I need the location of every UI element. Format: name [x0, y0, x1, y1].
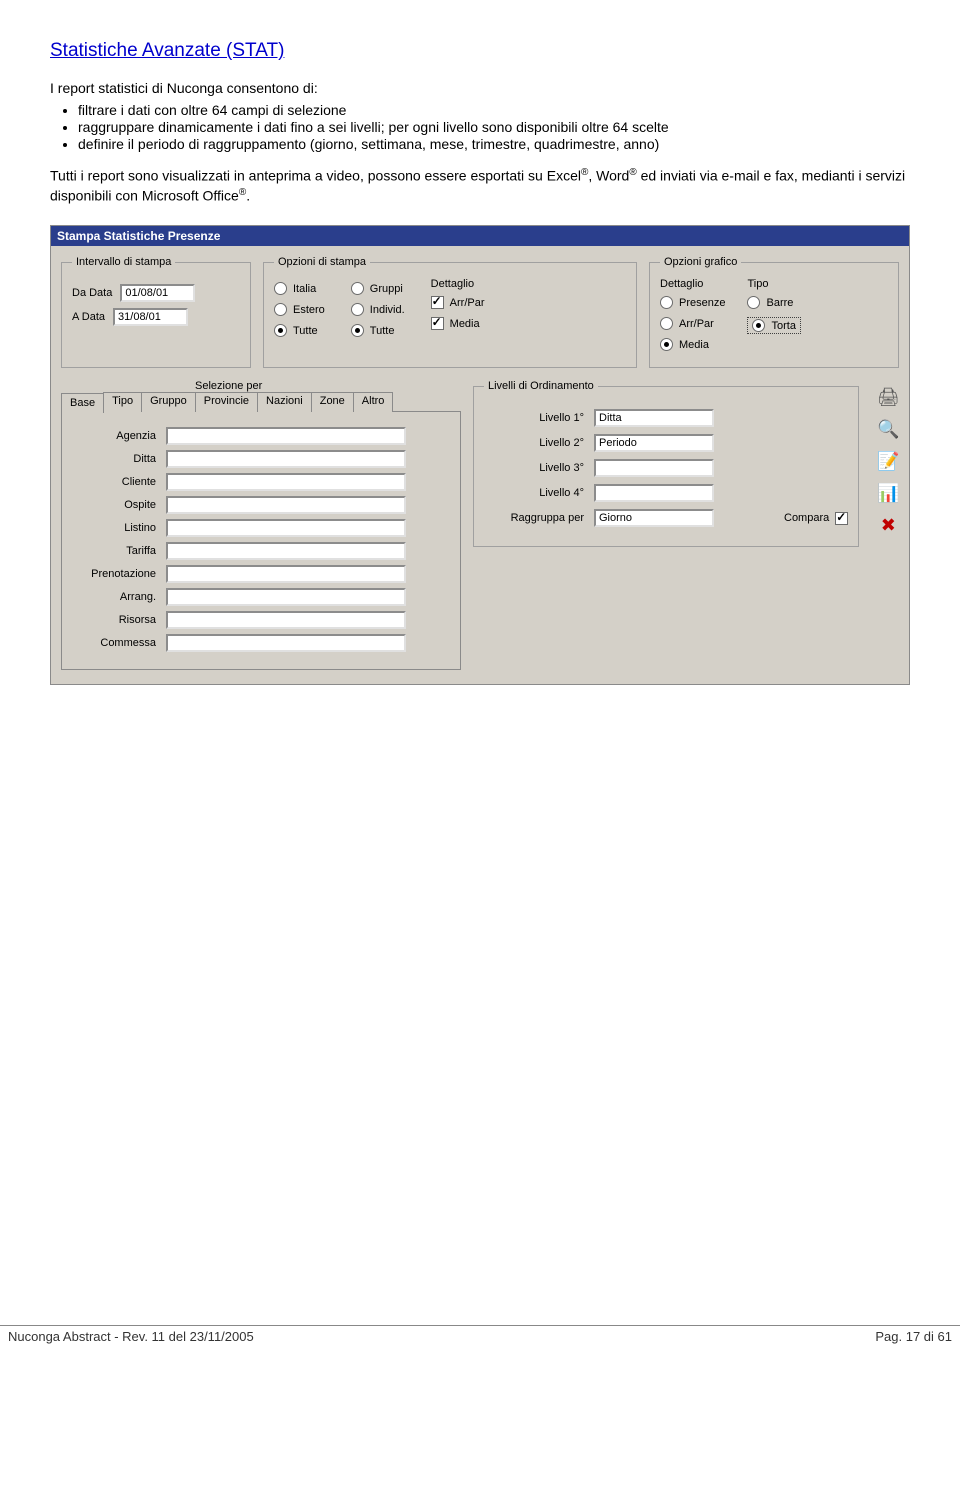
tab-gruppo[interactable]: Gruppo — [141, 392, 196, 412]
sel-ditta-input[interactable] — [166, 450, 406, 468]
radio-graf-media[interactable]: Media — [660, 338, 725, 351]
feature-item: definire il periodo di raggruppamento (g… — [78, 136, 910, 152]
selection-panel: Agenzia Ditta Cliente Ospite Listino Tar… — [61, 411, 461, 670]
check-media[interactable]: Media — [431, 317, 485, 330]
group-sort-levels: Livelli di Ordinamento Livello 1° Livell… — [473, 380, 859, 547]
level3-label: Livello 3° — [484, 462, 584, 474]
section-heading[interactable]: Statistiche Avanzate (STAT) — [50, 40, 284, 61]
level4-label: Livello 4° — [484, 487, 584, 499]
print-stats-window: Stampa Statistiche Presenze Intervallo d… — [50, 225, 910, 685]
edit-icon[interactable]: 📝 — [877, 450, 899, 472]
radio-graf-arrpar[interactable]: Arr/Par — [660, 317, 725, 330]
sel-listino-input[interactable] — [166, 519, 406, 537]
page-footer: Nuconga Abstract - Rev. 11 del 23/11/200… — [0, 1325, 960, 1344]
footer-right: Pag. 17 di 61 — [875, 1329, 952, 1344]
radio-tutte-1[interactable]: Tutte — [274, 324, 325, 337]
action-toolbar: 🖨 🔍 📝 📊 ✖ — [871, 380, 905, 536]
check-arrpar[interactable]: Arr/Par — [431, 296, 485, 309]
dettaglio-head: Dettaglio — [431, 278, 485, 290]
group-print-options-legend: Opzioni di stampa — [274, 256, 370, 268]
sel-ospite-label: Ospite — [74, 499, 156, 511]
tab-zone[interactable]: Zone — [311, 392, 354, 412]
feature-list: filtrare i dati con oltre 64 campi di se… — [78, 102, 910, 152]
radio-barre[interactable]: Barre — [747, 296, 800, 309]
footer-left: Nuconga Abstract - Rev. 11 del 23/11/200… — [8, 1329, 254, 1344]
outro-seg: . — [246, 187, 250, 203]
sel-risorsa-label: Risorsa — [74, 614, 156, 626]
outro-seg: Tutti i report sono visualizzati in ante… — [50, 168, 581, 184]
sel-arrang-label: Arrang. — [74, 591, 156, 603]
group-interval: Intervallo di stampa Da Data A Data — [61, 256, 251, 368]
intro-text: I report statistici di Nuconga consenton… — [50, 80, 910, 96]
radio-torta[interactable]: Torta — [747, 317, 800, 334]
chart-icon[interactable]: 📊 — [877, 482, 899, 504]
sel-risorsa-input[interactable] — [166, 611, 406, 629]
from-date-input[interactable] — [120, 284, 195, 302]
radio-italia[interactable]: Italia — [274, 282, 325, 295]
reg-mark: ® — [629, 167, 636, 178]
to-date-input[interactable] — [113, 308, 188, 326]
outro-seg: , Word — [588, 168, 629, 184]
groupby-input[interactable] — [594, 509, 714, 527]
from-date-label: Da Data — [72, 287, 112, 299]
radio-estero[interactable]: Estero — [274, 303, 325, 316]
group-print-options: Opzioni di stampa Italia Estero Tutte Gr… — [263, 256, 637, 368]
sel-commessa-input[interactable] — [166, 634, 406, 652]
to-date-label: A Data — [72, 311, 105, 323]
outro-text: Tutti i report sono visualizzati in ante… — [50, 166, 910, 205]
radio-tutte-2[interactable]: Tutte — [351, 324, 405, 337]
preview-icon[interactable]: 🔍 — [877, 418, 899, 440]
tab-nazioni[interactable]: Nazioni — [257, 392, 312, 412]
sel-tariffa-input[interactable] — [166, 542, 406, 560]
level3-input[interactable] — [594, 459, 714, 477]
tab-base[interactable]: Base — [61, 393, 104, 413]
group-selection: Selezione per Base Tipo Gruppo Provincie… — [61, 380, 461, 670]
sel-prenotazione-input[interactable] — [166, 565, 406, 583]
sel-commessa-label: Commessa — [74, 637, 156, 649]
group-sort-levels-legend: Livelli di Ordinamento — [484, 380, 598, 392]
sel-cliente-label: Cliente — [74, 476, 156, 488]
level1-input[interactable] — [594, 409, 714, 427]
window-title: Stampa Statistiche Presenze — [57, 229, 220, 243]
radio-individ[interactable]: Individ. — [351, 303, 405, 316]
sel-listino-label: Listino — [74, 522, 156, 534]
level2-input[interactable] — [594, 434, 714, 452]
tab-altro[interactable]: Altro — [353, 392, 394, 412]
level1-label: Livello 1° — [484, 412, 584, 424]
sel-agenzia-label: Agenzia — [74, 430, 156, 442]
graf-tipo-head: Tipo — [747, 278, 800, 290]
sel-agenzia-input[interactable] — [166, 427, 406, 445]
compara-label: Compara — [784, 512, 829, 524]
groupby-label: Raggruppa per — [484, 512, 584, 524]
group-chart-options: Opzioni grafico Dettaglio Presenze Arr/P… — [649, 256, 899, 368]
print-icon[interactable]: 🖨 — [877, 386, 899, 408]
check-compara[interactable]: ✓ — [835, 512, 848, 525]
group-selection-legend: Selezione per — [191, 380, 266, 392]
level4-input[interactable] — [594, 484, 714, 502]
tab-provincie[interactable]: Provincie — [195, 392, 258, 412]
sel-cliente-input[interactable] — [166, 473, 406, 491]
feature-item: raggruppare dinamicamente i dati fino a … — [78, 119, 910, 135]
radio-gruppi[interactable]: Gruppi — [351, 282, 405, 295]
selection-tabs: Base Tipo Gruppo Provincie Nazioni Zone … — [61, 392, 461, 412]
group-chart-options-legend: Opzioni grafico — [660, 256, 741, 268]
radio-presenze[interactable]: Presenze — [660, 296, 725, 309]
sel-tariffa-label: Tariffa — [74, 545, 156, 557]
close-icon[interactable]: ✖ — [877, 514, 899, 536]
window-titlebar: Stampa Statistiche Presenze — [51, 226, 909, 246]
graf-dettaglio-head: Dettaglio — [660, 278, 725, 290]
feature-item: filtrare i dati con oltre 64 campi di se… — [78, 102, 910, 118]
tab-tipo[interactable]: Tipo — [103, 392, 142, 412]
sel-arrang-input[interactable] — [166, 588, 406, 606]
level2-label: Livello 2° — [484, 437, 584, 449]
sel-ospite-input[interactable] — [166, 496, 406, 514]
sel-prenotazione-label: Prenotazione — [74, 568, 156, 580]
sel-ditta-label: Ditta — [74, 453, 156, 465]
group-interval-legend: Intervallo di stampa — [72, 256, 175, 268]
